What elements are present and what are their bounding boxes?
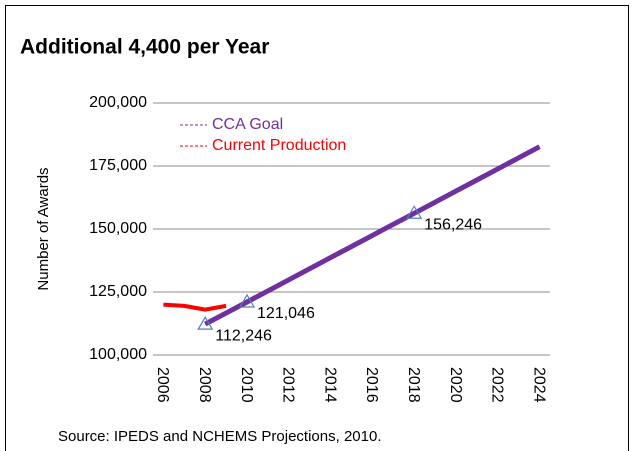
point-marker xyxy=(238,293,256,308)
y-tick-label: 100,000 xyxy=(89,346,147,363)
point-marker xyxy=(406,205,423,219)
x-tick-label: 2010 xyxy=(238,367,255,403)
y-tick-label: 200,000 xyxy=(89,94,147,111)
point-marker xyxy=(197,315,214,330)
x-tick-label: 2016 xyxy=(363,367,380,403)
data-label: 112,246 xyxy=(215,327,272,344)
data-label: 156,246 xyxy=(424,216,482,233)
y-tick-label: 150,000 xyxy=(89,220,147,237)
y-tick-label: 125,000 xyxy=(89,283,147,300)
legend-label: CCA Goal xyxy=(212,116,283,133)
legend-label: Current Production xyxy=(212,137,346,154)
x-tick-label: 2014 xyxy=(321,367,338,403)
x-tick-label: 2008 xyxy=(196,367,213,403)
series-line xyxy=(204,144,541,327)
y-tick-label: 175,000 xyxy=(89,157,147,174)
chart-title: Additional 4,400 per Year xyxy=(20,36,269,59)
data-label: 121,046 xyxy=(257,305,315,322)
frame xyxy=(5,5,629,451)
source-note: Source: IPEDS and NCHEMS Projections, 20… xyxy=(58,428,381,445)
x-tick-label: 2006 xyxy=(154,367,171,403)
x-tick-label: 2012 xyxy=(280,367,297,403)
x-tick-label: 2024 xyxy=(530,367,547,403)
x-tick-label: 2020 xyxy=(447,367,464,403)
x-tick-label: 2018 xyxy=(405,367,422,403)
series-line xyxy=(163,302,227,312)
y-axis-label: Number of Awards xyxy=(35,167,52,290)
x-tick-label: 2022 xyxy=(489,367,506,403)
